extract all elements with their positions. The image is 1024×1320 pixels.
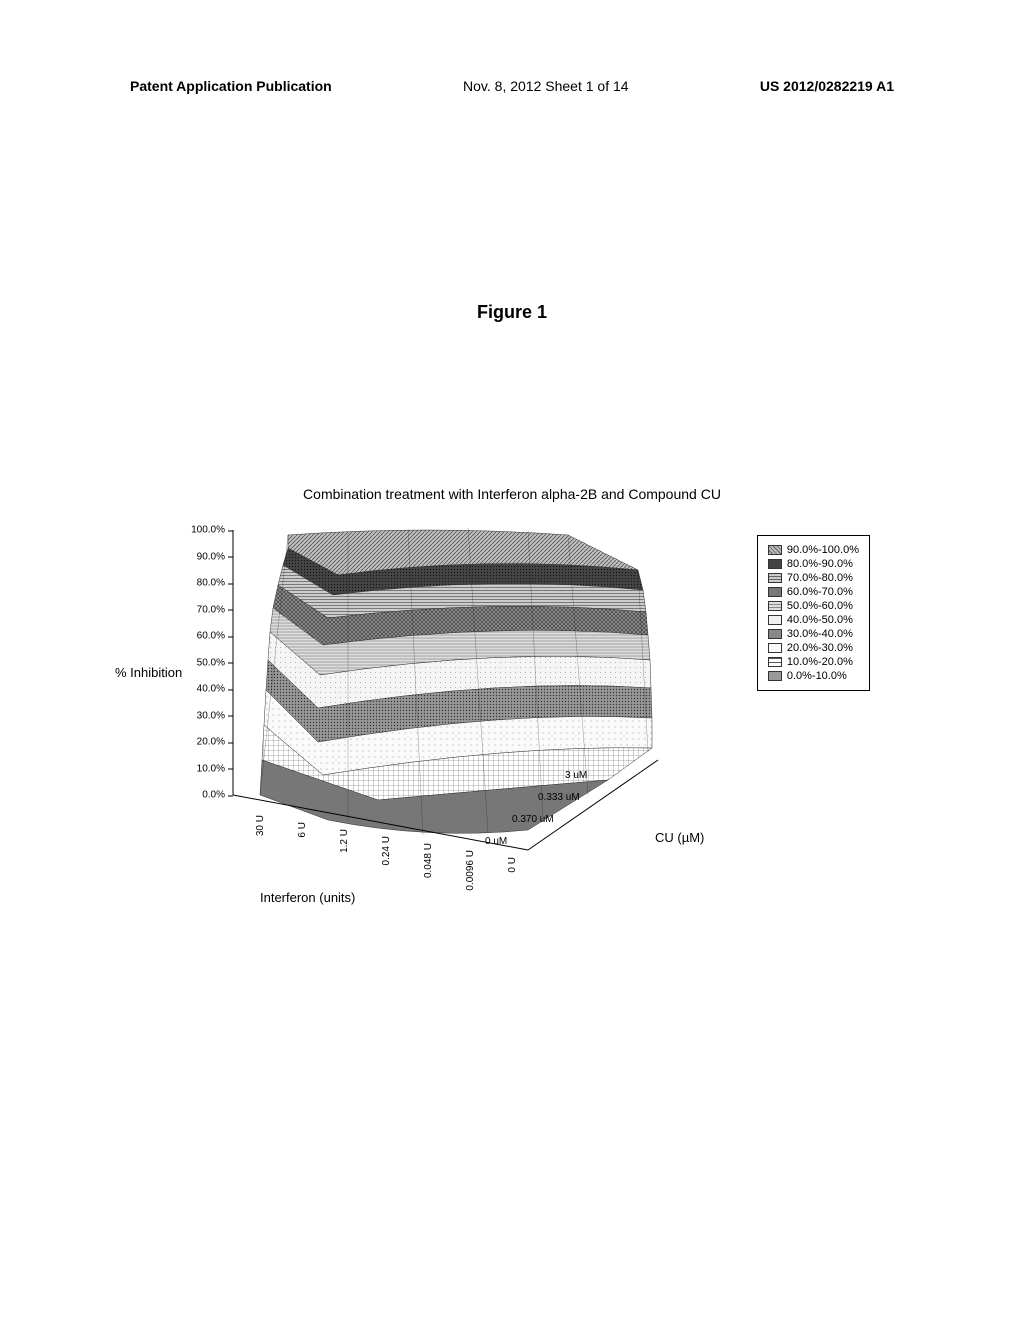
z-axis-label: % Inhibition: [115, 665, 182, 680]
page-header: Patent Application Publication Nov. 8, 2…: [0, 78, 1024, 94]
legend-swatch-icon: [768, 601, 782, 611]
legend-item: 50.0%-60.0%: [768, 600, 859, 612]
legend-label: 30.0%-40.0%: [787, 628, 853, 640]
y-tick: 0.370 uM: [512, 814, 554, 825]
y-axis-label: CU (µM): [655, 830, 704, 845]
header-publication: Patent Application Publication: [130, 78, 332, 94]
legend-swatch-icon: [768, 643, 782, 653]
x-tick: 0.048 U: [423, 843, 434, 878]
legend-item: 10.0%-20.0%: [768, 656, 859, 668]
legend-swatch-icon: [768, 671, 782, 681]
header-date-sheet: Nov. 8, 2012 Sheet 1 of 14: [463, 78, 629, 94]
legend-item: 80.0%-90.0%: [768, 558, 859, 570]
chart-container: % Inhibition 100.0% 90.0% 80.0% 70.0% 60…: [120, 510, 890, 920]
z-tick: 90.0%: [197, 551, 225, 562]
legend-item: 60.0%-70.0%: [768, 586, 859, 598]
legend-swatch-icon: [768, 587, 782, 597]
legend-label: 80.0%-90.0%: [787, 558, 853, 570]
z-tick: 20.0%: [197, 737, 225, 748]
legend-label: 60.0%-70.0%: [787, 586, 853, 598]
legend-item: 30.0%-40.0%: [768, 628, 859, 640]
legend-item: 90.0%-100.0%: [768, 544, 859, 556]
z-tick: 40.0%: [197, 684, 225, 695]
legend-label: 40.0%-50.0%: [787, 614, 853, 626]
y-tick: 0 uM: [485, 836, 507, 847]
z-tick: 100.0%: [191, 525, 225, 536]
x-tick: 6 U: [297, 822, 308, 838]
legend-label: 10.0%-20.0%: [787, 656, 853, 668]
x-axis-label: Interferon (units): [260, 890, 355, 905]
legend-label: 70.0%-80.0%: [787, 572, 853, 584]
x-tick: 0 U: [507, 857, 518, 873]
legend-swatch-icon: [768, 657, 782, 667]
chart-title: Combination treatment with Interferon al…: [0, 486, 1024, 502]
y-tick: 3 uM: [565, 770, 587, 781]
legend-label: 0.0%-10.0%: [787, 670, 847, 682]
y-tick: 0.333 uM: [538, 792, 580, 803]
z-tick: 80.0%: [197, 578, 225, 589]
z-tick: 10.0%: [197, 763, 225, 774]
legend-label: 90.0%-100.0%: [787, 544, 859, 556]
legend-swatch-icon: [768, 615, 782, 625]
legend-item: 40.0%-50.0%: [768, 614, 859, 626]
x-tick: 1.2 U: [339, 829, 350, 853]
z-tick: 30.0%: [197, 710, 225, 721]
legend-swatch-icon: [768, 629, 782, 639]
legend-item: 0.0%-10.0%: [768, 670, 859, 682]
legend-swatch-icon: [768, 545, 782, 555]
legend-label: 50.0%-60.0%: [787, 600, 853, 612]
legend-item: 20.0%-30.0%: [768, 642, 859, 654]
figure-label: Figure 1: [0, 302, 1024, 323]
legend: 90.0%-100.0% 80.0%-90.0% 70.0%-80.0% 60.…: [757, 535, 870, 691]
legend-swatch-icon: [768, 559, 782, 569]
z-tick: 70.0%: [197, 604, 225, 615]
x-tick: 0.24 U: [381, 836, 392, 865]
legend-swatch-icon: [768, 573, 782, 583]
legend-item: 70.0%-80.0%: [768, 572, 859, 584]
header-patent-number: US 2012/0282219 A1: [760, 78, 894, 94]
legend-label: 20.0%-30.0%: [787, 642, 853, 654]
z-tick: 60.0%: [197, 631, 225, 642]
z-tick: 0.0%: [202, 790, 225, 801]
x-tick: 0.0096 U: [465, 850, 476, 891]
x-tick: 30 U: [255, 815, 266, 836]
z-tick: 50.0%: [197, 657, 225, 668]
surface-plot: [228, 520, 668, 860]
